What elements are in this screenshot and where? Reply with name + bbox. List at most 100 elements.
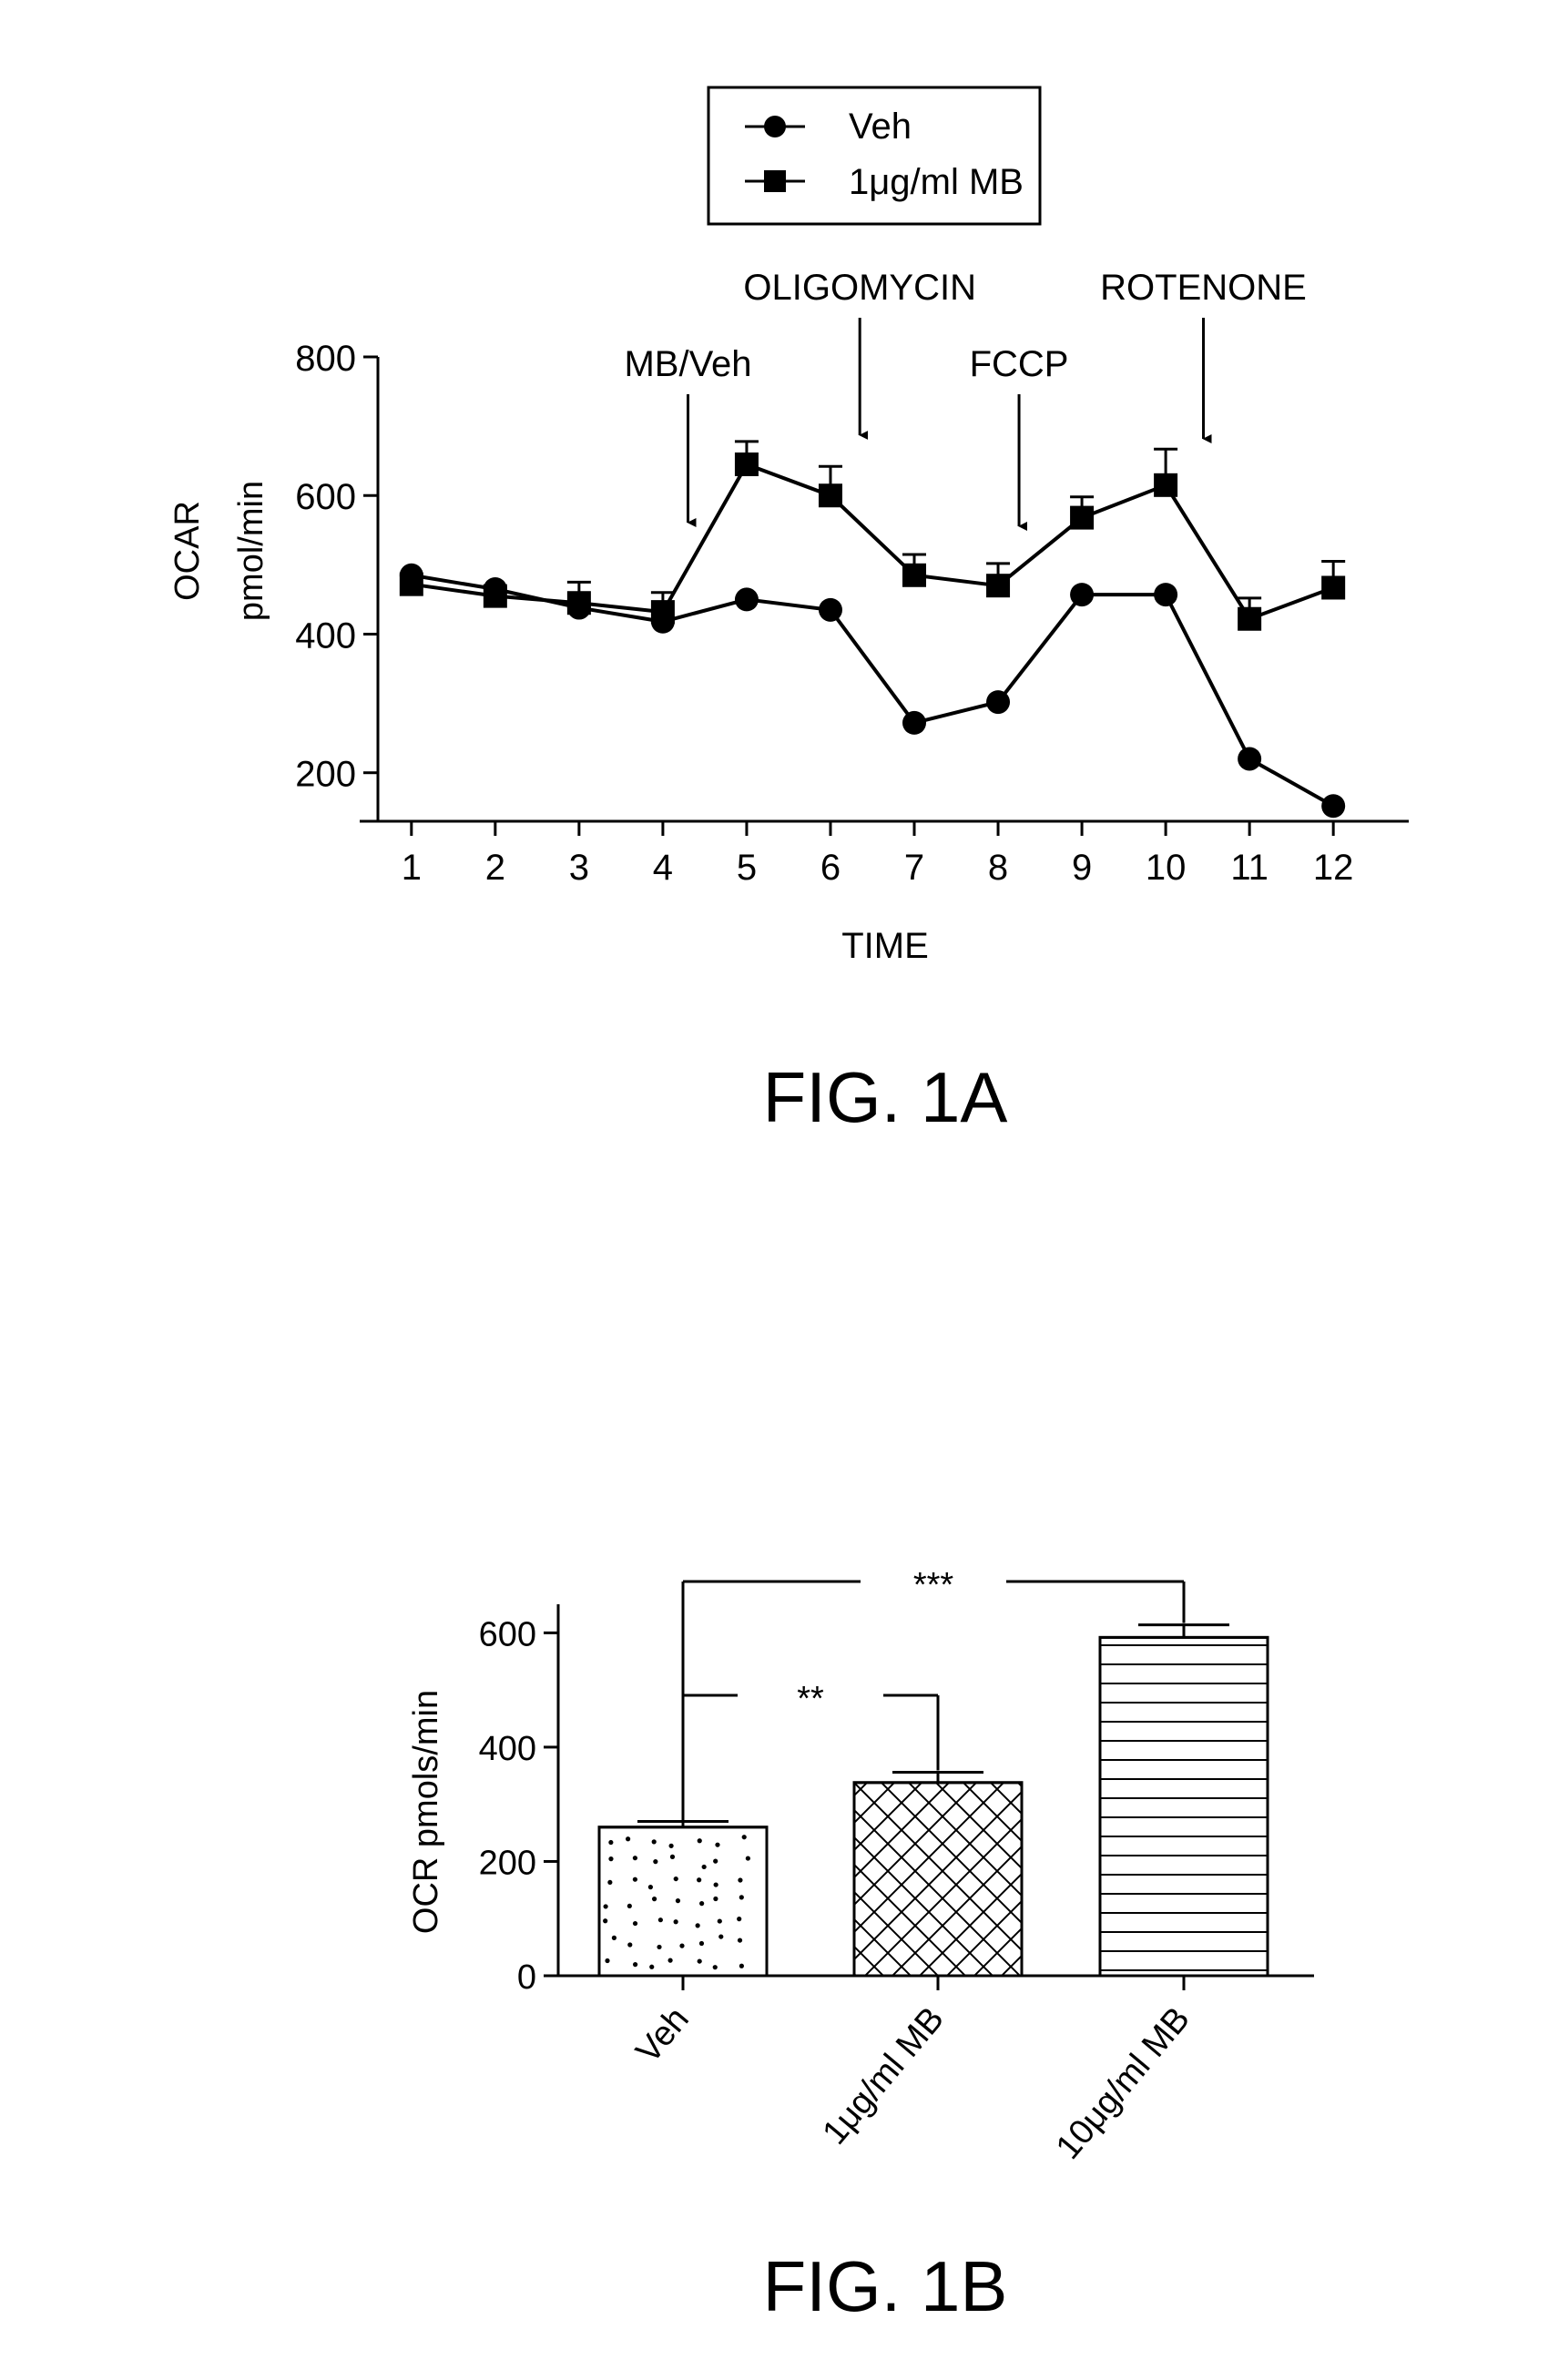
pattern-dot xyxy=(676,1898,680,1903)
pattern-dot xyxy=(737,1917,741,1921)
pattern-dot xyxy=(699,1941,704,1946)
pattern-dot xyxy=(714,1882,718,1887)
bar-group: Veh xyxy=(599,1822,767,2070)
pattern-dot xyxy=(738,1877,742,1882)
pattern-dot xyxy=(699,1901,704,1906)
x-axis-label: TIME xyxy=(841,926,929,966)
pattern-dot xyxy=(657,1945,661,1949)
pattern-dot xyxy=(739,1964,744,1968)
y-tick-label: 600 xyxy=(479,1615,536,1653)
pattern-dot xyxy=(738,1938,742,1942)
pattern-dot xyxy=(718,1918,722,1923)
pattern-dot xyxy=(679,1944,684,1948)
pattern-dot xyxy=(698,1838,702,1843)
pattern-dot xyxy=(607,1880,612,1885)
legend-marker-mb xyxy=(764,170,786,192)
series-line-veh xyxy=(412,575,1333,806)
pattern-dot xyxy=(608,1856,613,1861)
data-point xyxy=(651,600,675,624)
y-axis-label: OCR pmols/min xyxy=(407,1690,445,1934)
x-tick-label: 12 xyxy=(1313,848,1354,888)
x-tick-label: 10μg/ml MB xyxy=(1049,2000,1197,2167)
data-point xyxy=(986,690,1010,714)
x-tick-label: 7 xyxy=(904,848,924,888)
x-tick-label: Veh xyxy=(629,2000,697,2070)
data-point xyxy=(1238,607,1261,631)
data-point xyxy=(1154,473,1177,497)
y-axis-label-line2: pmol/min xyxy=(232,481,270,621)
pattern-dot xyxy=(713,1897,718,1901)
pattern-dot xyxy=(603,1918,607,1923)
y-tick-label: 400 xyxy=(295,615,356,656)
annotation-label: MB/Veh xyxy=(624,344,751,384)
x-tick-label: 3 xyxy=(569,848,589,888)
pattern-dot xyxy=(633,1877,637,1882)
pattern-dot xyxy=(739,1895,744,1899)
bar-group: 10μg/ml MB xyxy=(1049,1625,1268,2167)
significance-label: ** xyxy=(797,1680,824,1718)
legend-label-mb: 1μg/ml MB xyxy=(849,162,1024,202)
y-axis-label-line1: OCAR xyxy=(168,501,207,601)
pattern-dot xyxy=(670,1855,675,1859)
y-tick-label: 200 xyxy=(479,1844,536,1882)
x-tick-label: 2 xyxy=(485,848,505,888)
data-point xyxy=(819,598,842,622)
pattern-dot xyxy=(718,1934,723,1938)
x-tick-label: 1μg/ml MB xyxy=(815,2000,951,2152)
pattern-dot xyxy=(627,1904,632,1908)
pattern-dot xyxy=(702,1865,707,1869)
annotations: MB/VehOLIGOMYCINFCCPROTENONE xyxy=(624,268,1306,526)
legend-marker-veh xyxy=(764,116,786,137)
x-tick-label: 8 xyxy=(988,848,1008,888)
data-point xyxy=(484,585,507,608)
legend: Veh 1μg/ml MB xyxy=(708,87,1040,224)
data-point xyxy=(735,453,759,476)
pattern-dot xyxy=(652,1897,657,1901)
annotation-label: ROTENONE xyxy=(1100,268,1307,308)
pattern-dot xyxy=(633,1962,637,1967)
y-tick-label: 600 xyxy=(295,477,356,517)
bar xyxy=(1100,1637,1268,1976)
data-point xyxy=(986,574,1010,597)
data-point xyxy=(819,483,842,507)
series xyxy=(400,442,1345,818)
pattern-dot xyxy=(648,1885,653,1889)
significance-label: *** xyxy=(913,1566,954,1604)
y-tick-label: 400 xyxy=(479,1730,536,1768)
y-tick-label: 800 xyxy=(295,339,356,379)
pattern-dot xyxy=(674,1919,678,1924)
x-tick-label: 1 xyxy=(402,848,422,888)
figure-label-1b: FIG. 1B xyxy=(763,2246,1008,2326)
data-point xyxy=(902,564,926,587)
pattern-dot xyxy=(608,1840,613,1845)
x-tick-label: 5 xyxy=(737,848,757,888)
pattern-dot xyxy=(713,1965,718,1969)
x-tick-label: 11 xyxy=(1230,848,1269,888)
pattern-dot xyxy=(667,1958,672,1963)
annotation-label: OLIGOMYCIN xyxy=(743,268,976,308)
data-point xyxy=(902,711,926,735)
pattern-dot xyxy=(604,1904,608,1908)
x-tick-label: 4 xyxy=(653,848,673,888)
data-point xyxy=(1154,583,1177,606)
data-point xyxy=(1238,747,1261,770)
bar-group: 1μg/ml MB xyxy=(815,1773,1022,2152)
pattern-dot xyxy=(658,1917,663,1922)
data-point xyxy=(567,591,591,615)
pattern-dot xyxy=(649,1965,654,1969)
pattern-dot xyxy=(698,1958,702,1963)
y-tick-label: 0 xyxy=(517,1958,536,1997)
pattern-dot xyxy=(696,1923,700,1927)
line-chart-fig-1a: Veh 1μg/ml MB 20040060080012345678910111… xyxy=(168,87,1409,1137)
x-tick-label: 9 xyxy=(1072,848,1092,888)
pattern-dot xyxy=(746,1856,750,1860)
data-point xyxy=(1321,575,1345,599)
bar-chart-fig-1b: 0200400600 Veh1μg/ml MB10μg/ml MB ***** … xyxy=(407,1566,1314,2326)
data-point xyxy=(1070,506,1094,530)
pattern-dot xyxy=(674,1877,678,1881)
x-tick-label: 10 xyxy=(1146,848,1187,888)
pattern-dot xyxy=(715,1843,719,1847)
pattern-dot xyxy=(626,1836,630,1841)
pattern-dot xyxy=(653,1859,657,1864)
pattern-dot xyxy=(713,1859,718,1864)
